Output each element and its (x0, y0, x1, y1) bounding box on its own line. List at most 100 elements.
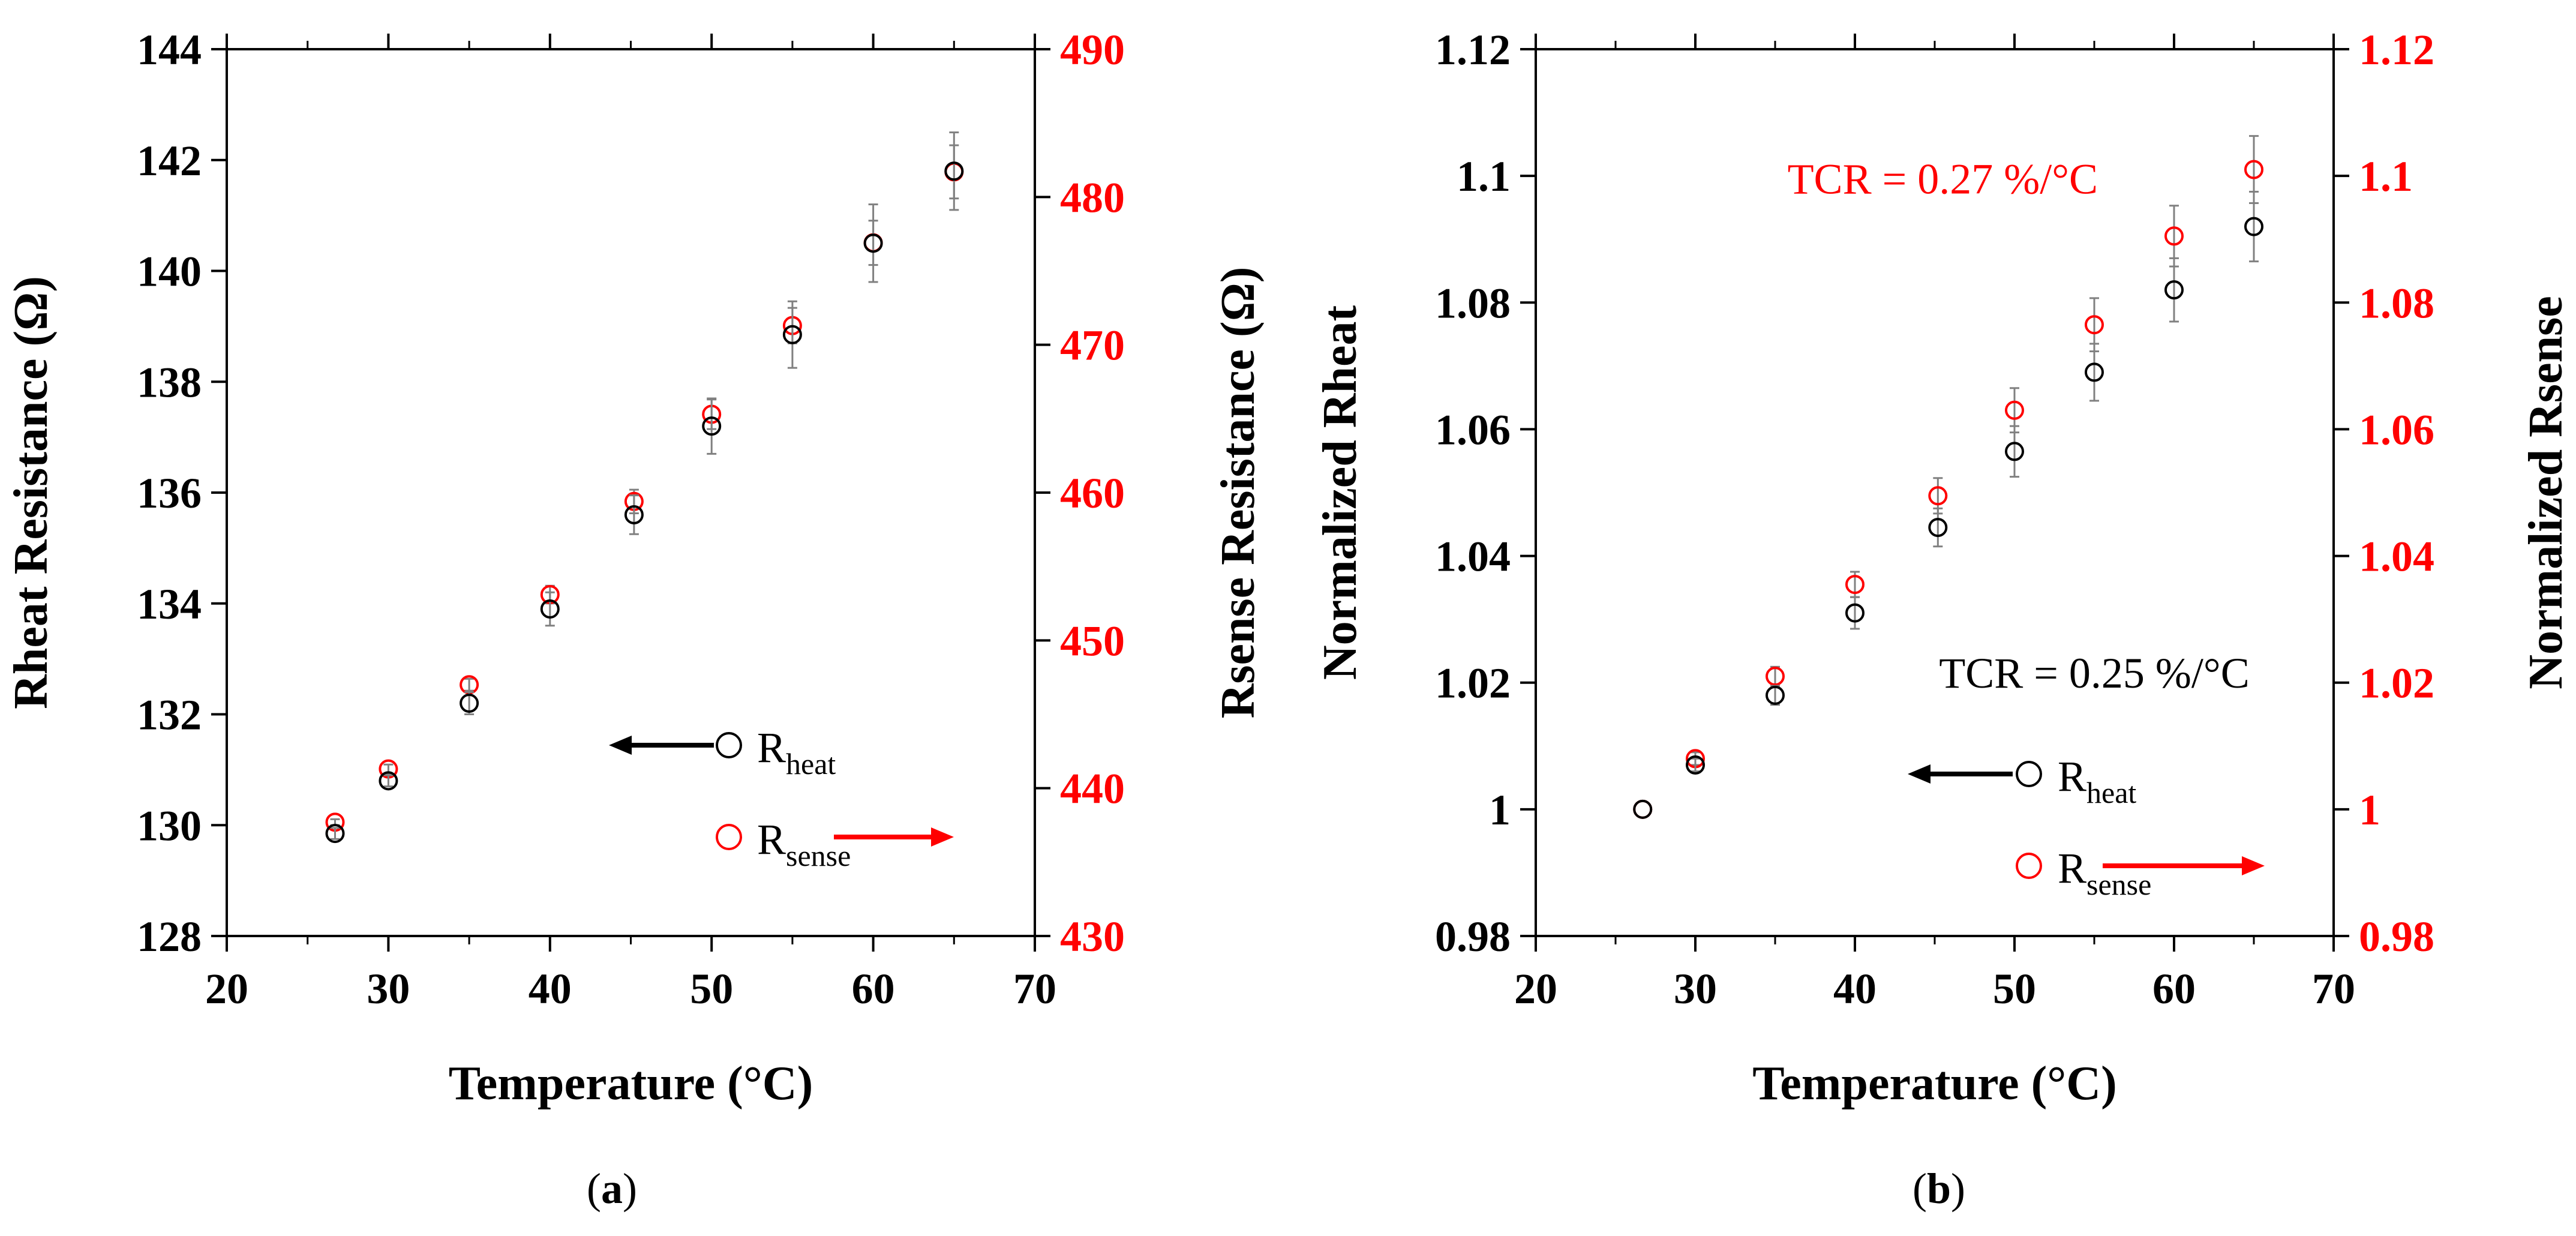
y-left-tick-label: 136 (137, 469, 202, 517)
legend-arrow-left-head (609, 736, 632, 755)
rheat-data-point (460, 694, 479, 713)
tcr-annotation: TCR = 0.27 %/°C (1788, 155, 2098, 203)
y-right-tick-label: 1 (2359, 786, 2380, 834)
rsense-data-point (1845, 575, 1865, 595)
legend-label-heat-sub: heat (2086, 776, 2136, 809)
y-right-tick-label: 430 (1060, 913, 1125, 961)
panel-b-label: (b) (1913, 1165, 1965, 1213)
y-left-tick-label: 1.06 (1435, 406, 1511, 454)
y-right-tick-label: 1.08 (2359, 279, 2434, 327)
legend-label-heat: Rheat (2058, 752, 2136, 809)
legend-label-sense-main: R (757, 815, 786, 863)
y-right-tick-label: 490 (1060, 26, 1125, 74)
legend-marker-heat (716, 732, 742, 758)
y-left-tick-label: 1.1 (1457, 152, 1511, 200)
legend-label-sense-sub: sense (2086, 868, 2151, 901)
legend-label-sense: Rsense (757, 815, 851, 872)
panel-a-label-close: ) (623, 1165, 637, 1213)
x-axis-title: Temperature (°C) (1752, 1057, 2116, 1110)
legend-label-sense: Rsense (2058, 844, 2151, 901)
rheat-data-point (2244, 217, 2263, 236)
rheat-data-point (2085, 362, 2104, 382)
y-left-tick-label: 140 (137, 248, 202, 296)
rheat-data-point (624, 505, 644, 524)
x-tick-label: 60 (2152, 965, 2196, 1013)
legend-marker-sense (716, 824, 742, 850)
y-right-axis-title: Normalized Rsense (2520, 296, 2572, 689)
legend-label-heat-main: R (2058, 752, 2086, 800)
y-left-tick-label: 128 (137, 913, 202, 961)
x-tick-label: 30 (367, 965, 410, 1013)
panel-b-label-open: ( (1913, 1165, 1927, 1213)
y-left-tick-label: 0.98 (1435, 913, 1511, 961)
y-right-tick-label: 470 (1060, 322, 1125, 370)
y-left-tick-label: 1 (1489, 786, 1511, 834)
rheat-data-point (379, 771, 398, 791)
rheat-data-point (1633, 799, 1653, 819)
legend-marker-sense (2016, 853, 2042, 879)
y-left-tick-label: 130 (137, 802, 202, 850)
y-right-tick-label: 1.02 (2359, 659, 2434, 707)
x-axis-title: Temperature (°C) (449, 1057, 813, 1110)
rsense-data-point (2085, 315, 2104, 335)
legend-label-heat: Rheat (757, 724, 836, 781)
x-tick-label: 50 (690, 965, 733, 1013)
x-tick-label: 70 (2312, 965, 2355, 1013)
rheat-data-point (1845, 603, 1865, 623)
y-right-tick-label: 440 (1060, 765, 1125, 813)
rheat-data-point (325, 824, 345, 844)
y-left-tick-label: 142 (137, 137, 202, 185)
legend-arrow-right-head (2242, 856, 2265, 875)
rheat-data-point (863, 233, 883, 253)
legend-label-heat-main: R (757, 724, 786, 772)
y-right-tick-label: 1.04 (2359, 533, 2434, 581)
legend-arrow-right-head (931, 827, 954, 847)
y-left-tick-label: 134 (137, 580, 202, 628)
x-tick-label: 40 (1833, 965, 1877, 1013)
rheat-data-point (944, 161, 964, 181)
x-tick-label: 50 (1993, 965, 2036, 1013)
rsense-data-point (1766, 667, 1785, 686)
y-right-tick-label: 1.06 (2359, 406, 2434, 454)
y-right-tick-label: 1.1 (2359, 152, 2413, 200)
legend-label-sense-main: R (2058, 844, 2086, 892)
panel-a-label-open: ( (587, 1165, 601, 1213)
legend-label-sense-sub: sense (786, 839, 851, 872)
y-left-tick-label: 1.02 (1435, 659, 1511, 707)
rsense-data-point (1928, 486, 1948, 506)
tcr-annotation: TCR = 0.25 %/°C (1939, 649, 2249, 697)
panel-b-label-letter: b (1927, 1165, 1951, 1213)
panel-a-label-letter: a (601, 1165, 623, 1213)
rheat-data-point (540, 599, 560, 619)
panel-b-chart: 20 30 40 50 60 700.9811.021.041.061.081.11.12… (1314, 26, 2572, 1110)
rsense-data-point (2164, 226, 2184, 246)
rsense-data-point (2244, 160, 2263, 179)
panel-b-label-close: ) (1951, 1165, 1965, 1213)
rheat-data-point (782, 325, 802, 344)
y-right-tick-label: 480 (1060, 173, 1125, 221)
x-tick-label: 20 (205, 965, 248, 1013)
y-left-tick-label: 144 (137, 26, 202, 74)
y-right-axis-title: Rsense Resistance (Ω) (1212, 267, 1265, 719)
rheat-data-point (1928, 518, 1948, 538)
y-right-tick-label: 450 (1060, 617, 1125, 665)
x-tick-label: 40 (529, 965, 572, 1013)
y-left-tick-label: 1.08 (1435, 279, 1511, 327)
x-tick-label: 70 (1013, 965, 1056, 1013)
legend-marker-heat (2016, 761, 2042, 787)
rheat-data-point (1766, 685, 1785, 705)
rheat-data-point (2164, 280, 2184, 300)
panel-a-label: (a) (587, 1165, 637, 1213)
y-left-tick-label: 132 (137, 691, 202, 739)
y-right-tick-label: 0.98 (2359, 913, 2434, 961)
rheat-data-point (1686, 755, 1705, 775)
y-left-axis-title: Normalized Rheat (1314, 305, 1367, 680)
x-tick-label: 60 (852, 965, 895, 1013)
legend-label-heat-sub: heat (786, 747, 836, 781)
y-right-tick-label: 460 (1060, 469, 1125, 517)
y-right-tick-label: 1.12 (2359, 26, 2434, 74)
rheat-data-point (702, 416, 722, 436)
y-left-tick-label: 138 (137, 358, 202, 406)
y-left-tick-label: 1.12 (1435, 26, 1511, 74)
